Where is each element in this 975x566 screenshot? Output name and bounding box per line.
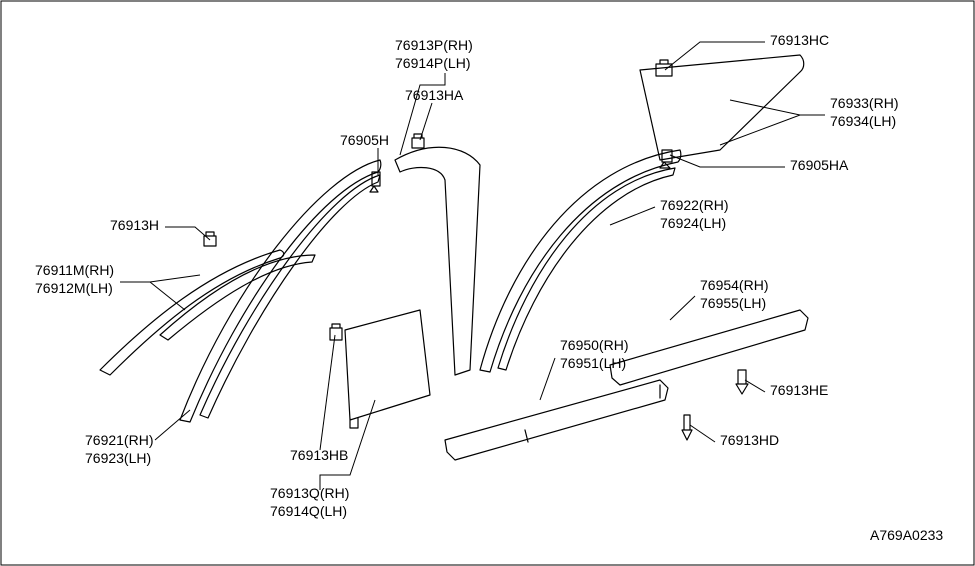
label-76913HC: 76913HC — [770, 32, 829, 48]
diagram-frame — [1, 1, 974, 565]
label-76913H: 76913H — [110, 217, 159, 233]
label-76914P_lh: 76914P(LH) — [395, 55, 471, 71]
leader-76913Q_rh — [320, 400, 375, 490]
label-76924_lh: 76924(LH) — [660, 215, 726, 231]
label-76914Q_lh: 76914Q(LH) — [270, 503, 347, 519]
leader-76913H — [165, 227, 210, 240]
clip-76913H — [204, 232, 216, 246]
kick-plate-rear-rh — [610, 310, 808, 385]
welt-front-inner — [200, 175, 380, 418]
center-pillar-lower-rh — [345, 310, 430, 428]
label-76905H: 76905H — [340, 132, 389, 148]
clip-76913HE — [736, 370, 748, 394]
clip-76913HD — [682, 415, 692, 440]
parts-layer — [100, 55, 808, 460]
label-76933_rh: 76933(RH) — [830, 95, 898, 111]
label-76951_lh: 76951(LH) — [560, 355, 626, 371]
label-76913HE: 76913HE — [770, 382, 828, 398]
label-76934_lh: 76934(LH) — [830, 113, 896, 129]
label-76950_rh: 76950(RH) — [560, 337, 628, 353]
clip-76913HB — [330, 324, 342, 340]
labels-layer: 76913P(RH) 76914P(LH) 76913HA 76905H 76913HC… — [35, 32, 898, 519]
leader-76950_rh — [540, 358, 555, 400]
leader-76933_rh2 — [720, 115, 825, 145]
label-76912M_lh: 76912M(LH) — [35, 280, 113, 296]
leader-76913HA — [420, 103, 432, 140]
center-pillar-upper-rh — [395, 147, 480, 375]
leader-76922_rh — [610, 207, 655, 225]
label-76913HB: 76913HB — [290, 447, 348, 463]
label-76905HA: 76905HA — [790, 157, 849, 173]
label-76913Q_rh: 76913Q(RH) — [270, 485, 349, 501]
leader-76911M_rh2 — [120, 282, 185, 310]
leader-76954_rh — [670, 296, 695, 320]
label-76922_rh: 76922(RH) — [660, 197, 728, 213]
clip-76913HA — [412, 134, 424, 148]
leader-76913HD — [690, 425, 715, 442]
label-76921_rh: 76921(RH) — [85, 432, 153, 448]
label-76955_lh: 76955(LH) — [700, 295, 766, 311]
leader-76913HE — [745, 380, 765, 392]
leader-76911M_rh — [120, 275, 200, 282]
label-76954_rh: 76954(RH) — [700, 277, 768, 293]
leader-76905HA — [670, 155, 785, 167]
leader-76921_rh — [155, 410, 190, 440]
leader-76933_rh — [730, 100, 825, 115]
label-76913HA: 76913HA — [405, 87, 464, 103]
leaders-layer — [120, 42, 825, 490]
label-76913P_rh: 76913P(RH) — [395, 37, 473, 53]
label-76911M_rh: 76911M(RH) — [35, 262, 114, 278]
label-76923_lh: 76923(LH) — [85, 450, 151, 466]
leader-76913HB — [320, 335, 335, 450]
drawing-number: A769A0233 — [870, 527, 943, 543]
label-76913HD: 76913HD — [720, 432, 779, 448]
leader-76913P_rh — [400, 73, 445, 155]
kick-plate-front-rh — [445, 380, 668, 460]
